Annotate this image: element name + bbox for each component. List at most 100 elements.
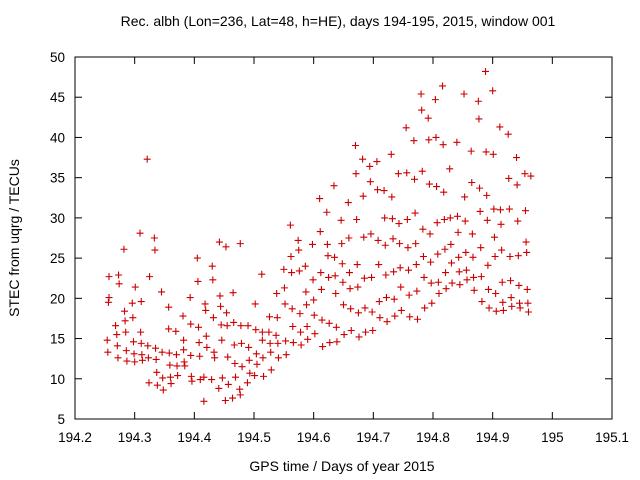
data-point-marker: [273, 314, 281, 322]
data-point-marker: [468, 178, 476, 186]
data-point-marker: [289, 339, 297, 347]
data-point-marker: [462, 248, 470, 256]
data-point-marker: [123, 357, 131, 365]
data-point-marker: [251, 372, 259, 380]
data-point-marker: [237, 339, 245, 347]
data-point-marker: [461, 217, 469, 225]
data-point-marker: [229, 289, 237, 297]
data-point-marker: [194, 277, 202, 285]
data-point-marker: [374, 186, 382, 194]
data-point-marker: [209, 276, 217, 284]
data-point-marker: [221, 396, 229, 404]
y-tick-label: 25: [50, 251, 65, 266]
data-point-marker: [347, 327, 355, 335]
y-tick-label: 10: [50, 372, 65, 387]
data-point-marker: [345, 269, 353, 277]
data-point-marker: [230, 341, 238, 349]
data-point-marker: [159, 386, 167, 394]
data-point-marker: [412, 240, 420, 248]
data-point-marker: [344, 199, 352, 207]
y-tick-label: 40: [50, 130, 65, 145]
data-point-marker: [105, 294, 113, 302]
data-point-marker: [455, 253, 463, 261]
data-point-marker: [138, 351, 146, 359]
data-point-marker: [439, 82, 447, 90]
data-point-marker: [282, 337, 290, 345]
data-point-marker: [352, 170, 360, 178]
y-tick-label: 30: [50, 211, 65, 226]
data-point-marker: [433, 219, 441, 227]
data-point-marker: [152, 355, 160, 363]
data-point-marker: [411, 209, 419, 217]
data-point-marker: [353, 215, 361, 223]
data-point-marker: [351, 141, 359, 149]
data-point-marker: [330, 182, 338, 190]
y-tick-label: 15: [50, 332, 65, 347]
data-point-marker: [230, 318, 238, 326]
data-point-marker: [369, 327, 377, 335]
data-point-marker: [490, 205, 498, 213]
data-point-marker: [122, 328, 130, 336]
data-point-marker: [380, 187, 388, 195]
data-point-marker: [302, 288, 310, 296]
data-point-marker: [489, 87, 497, 95]
data-point-marker: [137, 328, 145, 336]
data-point-marker: [417, 90, 425, 98]
data-point-marker: [210, 348, 218, 356]
data-point-marker: [218, 374, 226, 382]
data-point-marker: [309, 276, 317, 284]
data-point-marker: [295, 246, 303, 254]
data-point-marker: [258, 270, 266, 278]
data-point-marker: [375, 298, 383, 306]
x-tick-label: 194.5: [237, 430, 271, 445]
data-point-marker: [174, 372, 182, 380]
data-point-marker: [114, 354, 122, 362]
x-tick-label: 194.6: [297, 430, 331, 445]
data-point-marker: [115, 271, 123, 279]
data-point-marker: [246, 369, 254, 377]
data-points: [103, 67, 535, 405]
data-point-marker: [478, 298, 486, 306]
data-point-marker: [367, 230, 375, 238]
data-point-marker: [266, 313, 274, 321]
data-point-marker: [467, 147, 475, 155]
data-point-marker: [406, 313, 414, 321]
data-point-marker: [272, 331, 280, 339]
data-point-marker: [131, 358, 139, 366]
data-point-marker: [461, 193, 469, 201]
data-point-marker: [295, 267, 303, 275]
data-point-marker: [208, 376, 216, 384]
data-point-marker: [187, 320, 195, 328]
data-point-marker: [460, 90, 468, 98]
data-point-marker: [258, 328, 266, 336]
data-point-marker: [316, 228, 324, 236]
data-point-marker: [442, 269, 450, 277]
data-point-marker: [375, 261, 383, 269]
data-point-marker: [308, 240, 316, 248]
data-point-marker: [332, 323, 340, 331]
data-point-marker: [346, 285, 354, 293]
data-point-marker: [145, 379, 153, 387]
data-point-marker: [288, 305, 296, 313]
data-point-marker: [165, 349, 173, 357]
data-point-marker: [236, 240, 244, 248]
data-point-marker: [455, 268, 463, 276]
data-point-marker: [224, 380, 232, 388]
data-point-marker: [497, 220, 505, 228]
x-tick-label: 194.4: [177, 430, 211, 445]
data-point-marker: [413, 287, 421, 295]
data-point-marker: [260, 372, 268, 380]
data-point-marker: [345, 234, 353, 242]
data-point-marker: [215, 384, 223, 392]
data-point-marker: [280, 265, 288, 273]
data-point-marker: [294, 236, 302, 244]
data-point-marker: [201, 300, 209, 308]
data-point-marker: [112, 322, 120, 330]
data-point-marker: [289, 322, 297, 330]
data-point-marker: [167, 380, 175, 388]
data-point-marker: [396, 240, 404, 248]
data-point-marker: [395, 220, 403, 228]
data-point-marker: [120, 245, 128, 253]
data-point-marker: [397, 283, 405, 291]
